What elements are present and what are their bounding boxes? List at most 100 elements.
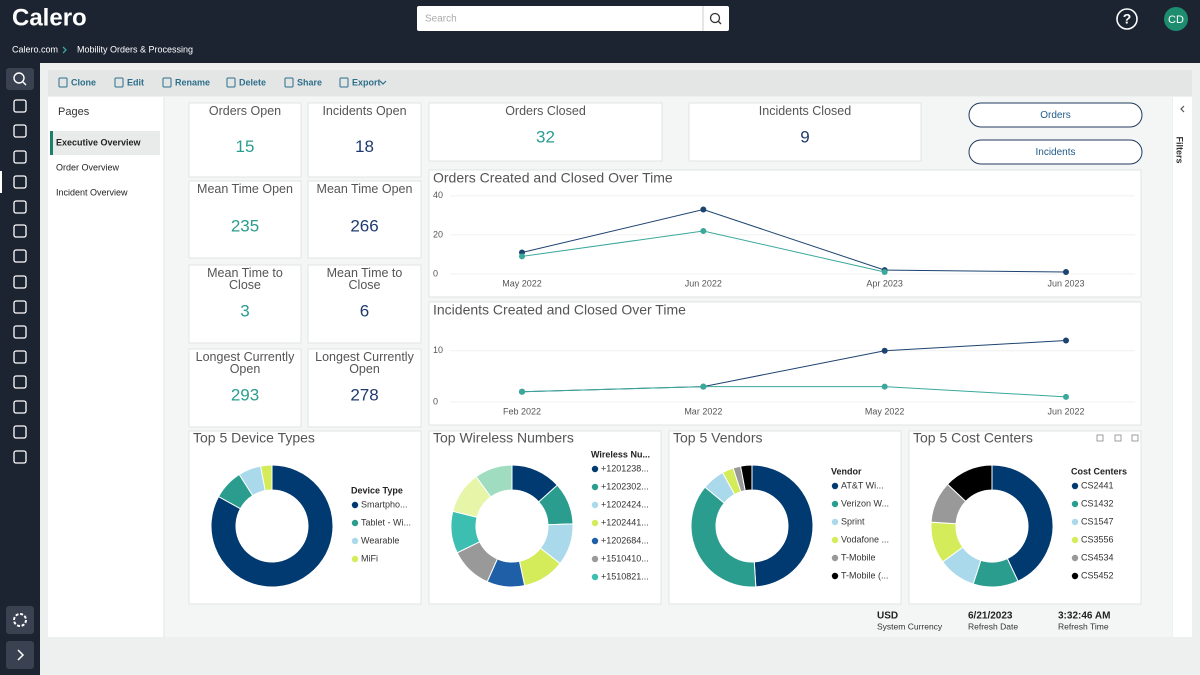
settings-button[interactable] (6, 606, 34, 634)
pages-panel (48, 97, 163, 637)
avatar[interactable] (1164, 7, 1188, 31)
nav-icon[interactable] (13, 175, 27, 189)
toolbar-button[interactable]: Rename (175, 77, 210, 87)
nav-icon[interactable] (13, 124, 27, 138)
kpi-label-box: Mean Time Open (197, 183, 293, 195)
nav-icon[interactable] (13, 450, 27, 464)
card-icon[interactable] (1096, 434, 1104, 442)
kpi-label-box: Longest Currently Open (196, 351, 295, 375)
page-item[interactable]: Order Overview (56, 162, 120, 172)
kpi-value: 15 (236, 137, 255, 156)
legend-label: Vodafone ... (841, 534, 889, 544)
nav-icon[interactable] (13, 350, 27, 364)
kpi-label: Mean Time to Close (326, 267, 403, 292)
nav-icon[interactable] (13, 325, 27, 339)
search-placeholder: Search (425, 14, 457, 25)
footer-value: USD (877, 611, 898, 622)
help-button[interactable] (1116, 8, 1138, 30)
chart-title: Orders Created and Closed Over Time (433, 170, 673, 186)
filter-button[interactable] (968, 139, 1143, 165)
kpi-label: Mean Time to Close (207, 267, 283, 292)
legend-swatch (1071, 518, 1079, 526)
kpi-label: Mean Time Open (316, 183, 413, 196)
kpi-card (188, 180, 302, 259)
legend-swatch (831, 482, 839, 490)
footer-label: Refresh Time (1058, 621, 1109, 631)
nav-icon[interactable] (13, 275, 27, 289)
kpi-label-box: Mean Time to Close (326, 267, 403, 292)
data-point (881, 383, 888, 390)
toolbar-icon (58, 77, 68, 88)
toolbar-button[interactable]: Edit (127, 77, 144, 87)
legend-swatch (1071, 554, 1079, 562)
pie-slice (210, 464, 334, 588)
page-indicator (50, 131, 53, 155)
nav-icon[interactable] (13, 150, 27, 164)
nav-icon[interactable] (13, 99, 27, 113)
nav-icon[interactable] (13, 375, 27, 389)
legend-swatch (351, 519, 359, 527)
nav-icon[interactable] (13, 200, 27, 214)
legend-label: CS5452 (1081, 570, 1114, 580)
legend-label: MiFi (361, 553, 378, 563)
toolbar-button[interactable]: Share (297, 77, 322, 87)
x-tick-label: Jun 2023 (1047, 278, 1084, 288)
legend-label: +1202441... (601, 517, 649, 527)
x-tick-label: Jun 2022 (1047, 406, 1084, 416)
chart-card (428, 301, 1142, 426)
x-tick-label: Feb 2022 (503, 406, 541, 416)
nav-icon[interactable] (13, 249, 27, 263)
pie-slice (259, 464, 273, 492)
legend-label: T-Mobile (... (841, 570, 889, 580)
legend-swatch (591, 555, 599, 563)
toolbar-button[interactable]: Export (352, 77, 381, 87)
pie-slice (475, 464, 513, 498)
data-point (519, 388, 525, 395)
nav-icon[interactable] (13, 425, 27, 439)
legend-swatch (591, 537, 599, 545)
legend-swatch (591, 465, 599, 473)
filter-button-label[interactable]: Orders (1040, 110, 1071, 121)
search-box[interactable] (417, 6, 729, 31)
page-item[interactable]: Executive Overview (56, 137, 142, 147)
toolbar-button[interactable]: Delete (239, 77, 266, 87)
filter-button[interactable] (968, 102, 1143, 128)
legend-label: CS3556 (1081, 534, 1114, 544)
card-icon[interactable] (1131, 434, 1139, 442)
legend-label: T-Mobile (841, 552, 876, 562)
chevron (62, 46, 67, 54)
y-tick-label: 0 (433, 268, 438, 278)
page-item[interactable]: Incident Overview (56, 187, 128, 197)
legend-swatch (1071, 572, 1079, 580)
card-icon[interactable] (1114, 434, 1122, 442)
legend-label: +1510821... (601, 571, 649, 581)
data-point (700, 206, 707, 213)
filter-button-label[interactable]: Incidents (1035, 147, 1075, 158)
y-tick-label: 0 (433, 396, 438, 406)
toolbar-button[interactable]: Clone (71, 77, 96, 87)
icon (709, 12, 721, 24)
help-icon: ? (1123, 11, 1132, 27)
nav-icon[interactable] (13, 300, 27, 314)
legend-swatch (351, 537, 359, 545)
expand-button[interactable] (6, 641, 34, 669)
x-tick-label: Apr 2023 (866, 278, 903, 288)
kpi-value: 9 (800, 127, 809, 146)
nav-icon[interactable] (13, 224, 27, 238)
filters-label[interactable]: Filters (1175, 136, 1185, 163)
collapse[interactable] (1180, 105, 1185, 113)
nav-search[interactable] (6, 68, 34, 90)
pie-slice (751, 464, 814, 588)
legend-label: +1201238... (601, 463, 649, 473)
breadcrumb: Mobility Orders & Processing (77, 44, 193, 54)
icon (13, 72, 25, 84)
y-tick-label: 40 (433, 190, 443, 200)
kpi-label: Longest Currently Open (315, 351, 414, 376)
pie-slice (946, 464, 993, 503)
nav-icon[interactable] (13, 400, 27, 414)
legend-label: CS4534 (1081, 552, 1114, 562)
data-point (700, 228, 707, 234)
legend-label: +1202302... (601, 481, 649, 491)
kpi-card (188, 348, 302, 428)
